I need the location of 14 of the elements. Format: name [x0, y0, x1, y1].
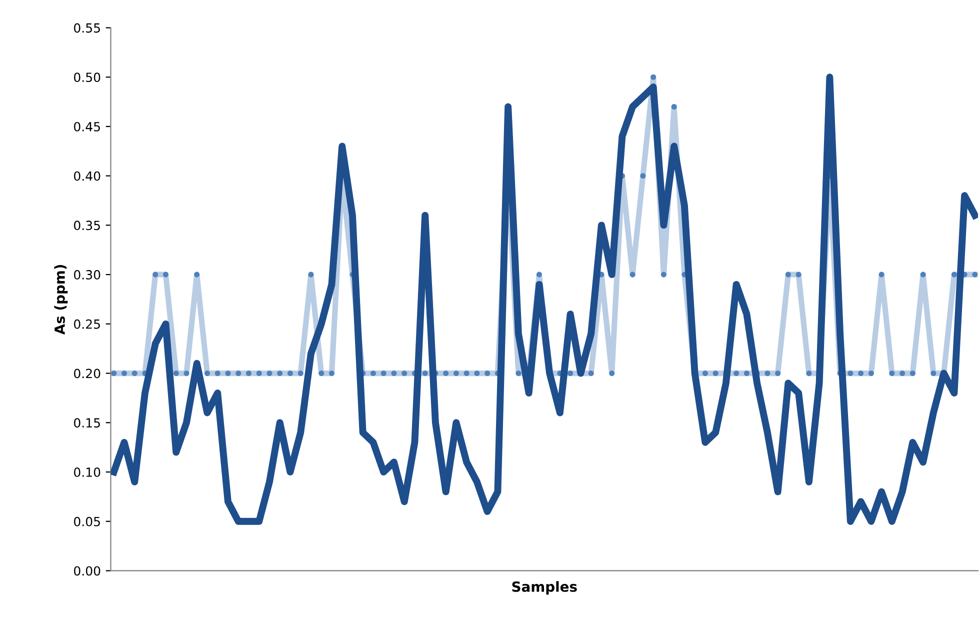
- y-tick-label: 0.50: [74, 72, 100, 82]
- y-tick-label: 0.05: [74, 516, 100, 526]
- y-tick-label: 0.35: [74, 220, 100, 230]
- y-tick-label: 0.45: [74, 122, 100, 132]
- y-axis-title: As (ppm): [54, 264, 68, 335]
- y-tick-label: 0.30: [74, 270, 100, 280]
- y-tick-label: 0.40: [74, 171, 100, 181]
- x-axis-title: Samples: [512, 581, 577, 595]
- y-tick-label: 0.25: [74, 319, 100, 329]
- y-tick-label: 0.15: [74, 418, 100, 428]
- y-tick-label: 0.20: [74, 368, 100, 378]
- y-tick-label: 0.00: [74, 566, 100, 576]
- y-tick-label: 0.55: [74, 23, 100, 33]
- y-tick-label: 0.10: [74, 467, 100, 477]
